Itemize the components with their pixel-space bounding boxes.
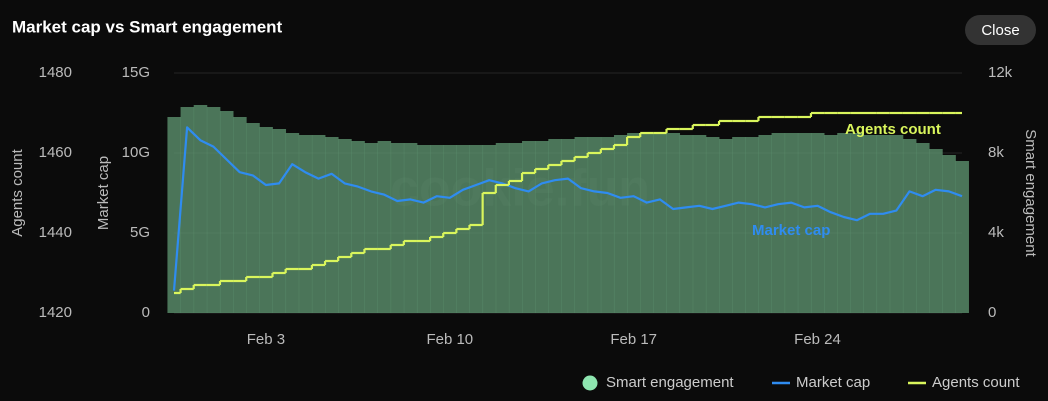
yticks-label: 5G (130, 224, 150, 241)
bar (692, 135, 707, 313)
bar (929, 149, 943, 313)
bar (732, 137, 746, 313)
series-annotation: Agents count (845, 121, 941, 138)
bar (364, 143, 378, 313)
bar (338, 139, 352, 313)
bar (272, 129, 287, 313)
y2ticks-label: 12k (988, 64, 1013, 81)
close-button[interactable] (965, 15, 1036, 45)
y3ticks-label: 1440 (39, 224, 72, 241)
bar (561, 139, 575, 313)
bar (666, 133, 681, 313)
bar (403, 143, 418, 313)
x-tick-label: Feb 24 (794, 331, 841, 348)
bar (285, 133, 300, 313)
bar (193, 105, 208, 313)
bar (416, 145, 431, 313)
y3ticks-label: 1460 (39, 144, 72, 161)
legend-label: Agents count (932, 374, 1020, 391)
bar (206, 107, 221, 313)
yticks-label: 10G (122, 144, 150, 161)
x-tick-label: Feb 17 (610, 331, 657, 348)
bar (246, 123, 260, 313)
y3ticks-label: 1420 (39, 304, 72, 321)
bar (233, 117, 247, 313)
bar (955, 161, 969, 313)
bar (863, 135, 878, 313)
bar (600, 137, 615, 313)
bar (522, 141, 536, 313)
bar (390, 143, 405, 313)
series-annotation: Market cap (752, 222, 830, 239)
bar (430, 145, 444, 313)
x-tick-label: Feb 10 (426, 331, 473, 348)
bar (942, 155, 956, 313)
bar (810, 133, 825, 313)
bar (850, 133, 864, 313)
bar (219, 111, 234, 313)
bar (587, 137, 602, 313)
y3ticks-label: 1480 (39, 64, 72, 81)
bar (627, 133, 641, 313)
bar (745, 137, 759, 313)
yticks-label: 0 (142, 304, 150, 321)
bar (377, 141, 392, 313)
bar (167, 117, 181, 313)
bar (535, 141, 549, 313)
chart-title: Market cap vs Smart engagement (12, 17, 283, 36)
line (172, 126, 963, 291)
bar (548, 139, 562, 313)
bar (758, 135, 772, 313)
y-axis-label: Market cap (95, 156, 112, 230)
close-label[interactable]: Close (981, 22, 1019, 39)
y2ticks-label: 0 (988, 304, 996, 321)
bar (495, 143, 510, 313)
bar (705, 137, 720, 313)
bar (613, 135, 628, 313)
bar (574, 137, 589, 313)
bar (679, 135, 694, 313)
bar (784, 133, 799, 313)
bar (482, 145, 497, 313)
bar (837, 133, 851, 313)
legend-swatch (582, 375, 598, 391)
yticks-label: 15G (122, 64, 150, 81)
bar (876, 135, 891, 313)
bar (916, 143, 930, 313)
x-tick-label: Feb 3 (247, 331, 285, 348)
bar (771, 133, 786, 313)
bar (259, 127, 273, 313)
bar (653, 133, 667, 313)
bar (797, 133, 812, 313)
bar (824, 135, 838, 313)
y2ticks-label: 4k (988, 224, 1004, 241)
bar (298, 135, 313, 313)
legend-label: Market cap (796, 374, 870, 391)
y2-axis-label: Smart engagement (1022, 129, 1039, 257)
bar (640, 133, 654, 313)
bar (351, 141, 365, 313)
bar (902, 139, 917, 313)
bar (325, 137, 339, 313)
bar (719, 139, 733, 313)
bar (443, 145, 457, 313)
bar (311, 135, 326, 313)
y2ticks-label: 8k (988, 144, 1004, 161)
y3-axis-label: Agents count (9, 148, 26, 236)
bar (469, 145, 484, 313)
legend-label: Smart engagement (606, 374, 734, 391)
bar (508, 143, 523, 313)
bar (889, 135, 904, 313)
